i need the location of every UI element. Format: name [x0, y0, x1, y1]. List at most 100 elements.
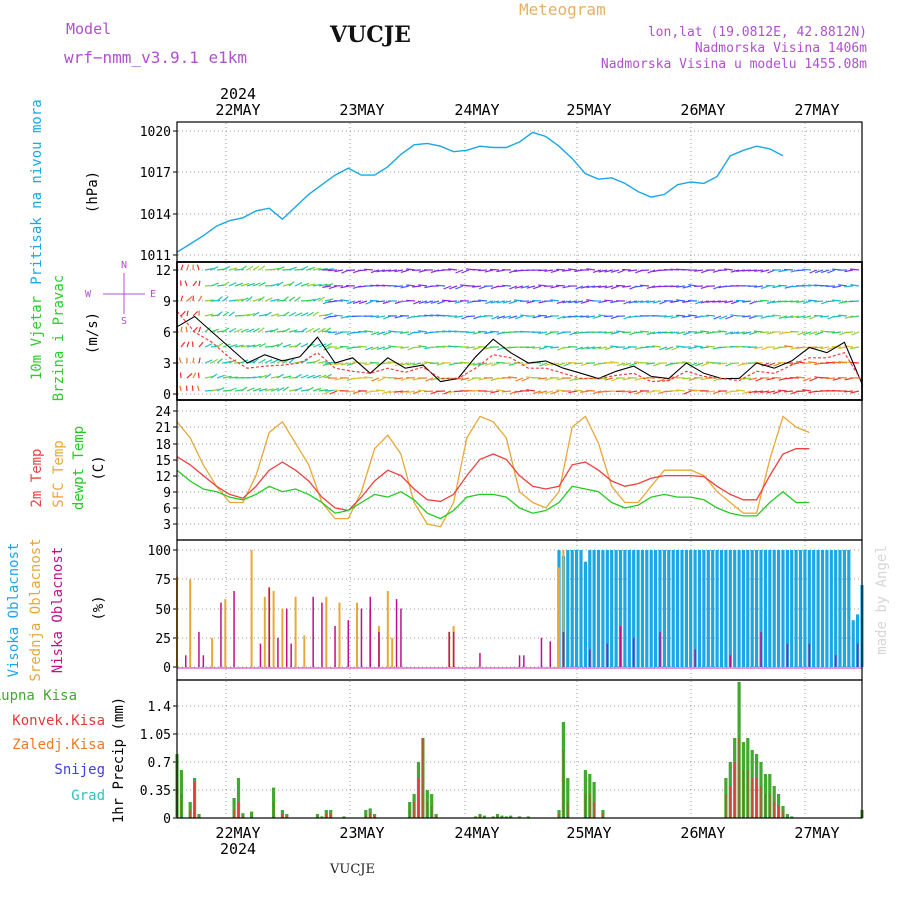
wind-arrow: [472, 346, 482, 351]
wind-arrow: [418, 345, 428, 348]
wind-arrow: [312, 374, 321, 379]
wind-arrow: [365, 346, 374, 351]
conv-precip-bar: [242, 816, 244, 818]
y-tick-label: 3: [163, 357, 171, 372]
wind-arrow: [442, 330, 452, 333]
low-cloud-bar: [518, 655, 521, 667]
low-cloud-bar: [452, 631, 455, 667]
wind-arrow: [377, 377, 386, 382]
wind-arrow: [276, 281, 284, 287]
station-title: VUCJE: [330, 22, 411, 48]
wind-arrow: [276, 266, 285, 271]
wind-arrow: [418, 284, 428, 287]
wind-arrow: [652, 300, 662, 304]
wind-arrow: [850, 268, 860, 271]
high-cloud-bar: [741, 550, 745, 667]
mid-cloud-bar: [303, 635, 306, 667]
wind-arrow: [282, 375, 292, 379]
wind-arrow: [370, 315, 380, 318]
wind-arrow: [526, 362, 536, 365]
wind-arrow: [544, 269, 554, 272]
mid-cloud-bar: [224, 599, 227, 667]
wind-arrow: [288, 388, 298, 392]
wind-arrow: [844, 285, 854, 288]
wind-arrow: [790, 300, 800, 303]
wind-arrow: [550, 299, 560, 302]
wind-arrow: [580, 300, 590, 304]
wind-panel: 0 3 6 9 12: [155, 263, 863, 403]
high-cloud-bar: [777, 550, 781, 667]
high-cloud-bar: [570, 550, 574, 667]
wind-arrow: [418, 300, 428, 304]
temperature-frame: [176, 399, 863, 541]
precip-legend-item: Zaledj.Kisa: [12, 737, 105, 753]
wind-arrow: [598, 346, 608, 350]
wind-arrow: [640, 284, 650, 287]
low-cloud-bar: [220, 602, 222, 667]
wind-arrow: [270, 387, 280, 392]
wind-arrow: [683, 331, 692, 336]
wind-arrow: [700, 330, 710, 333]
wind-arrow: [502, 315, 512, 319]
wind-arrow: [376, 346, 386, 350]
wind-arrow: [526, 346, 536, 349]
wind-arrow: [760, 390, 770, 394]
high-cloud-bar: [702, 550, 706, 667]
wind-arrow: [228, 387, 237, 392]
wind-gust-line: [176, 315, 863, 384]
wind-arrow: [306, 311, 314, 317]
wind-arrow: [544, 377, 554, 381]
wind-arrow: [282, 296, 289, 302]
y-tick-label: 25: [155, 632, 171, 647]
wind-arrow: [604, 346, 614, 351]
low-cloud-bar: [290, 643, 292, 667]
wind-arrow: [443, 390, 452, 395]
wind-arrow: [264, 388, 274, 392]
wind-arrow: [844, 390, 854, 393]
y-tick-label: 12: [155, 470, 171, 485]
high-cloud-bar: [834, 550, 838, 667]
wind-arrow: [340, 285, 350, 289]
y-tick-label: 12: [155, 264, 171, 279]
wind-arrow: [198, 341, 204, 348]
wind-arrow: [460, 377, 470, 381]
wind-arrow: [532, 346, 542, 349]
wind-arrow: [264, 311, 272, 317]
wind-arrow: [610, 361, 620, 364]
mid-cloud-bar: [263, 596, 266, 667]
wind-arrow: [827, 346, 836, 351]
signature: made by Angel: [874, 545, 890, 655]
wind-arrow: [850, 315, 860, 318]
high-cloud-bar: [623, 550, 627, 667]
wind-arrow: [784, 345, 794, 348]
low-cloud-bar: [834, 655, 837, 667]
wind-arrow: [400, 390, 410, 393]
wind-arrow: [412, 285, 422, 288]
low-cloud-bar: [549, 641, 551, 667]
wind-arrow: [461, 269, 470, 274]
wind-arrow: [240, 328, 249, 333]
wind-arrow: [585, 389, 596, 392]
wind-arrow: [258, 327, 265, 333]
wind-arrow: [754, 269, 764, 272]
wind-arrow: [742, 315, 752, 318]
wind-arrow: [790, 315, 800, 319]
wind-arrow: [234, 328, 243, 333]
wind-arrow: [532, 315, 542, 319]
wind-arrow: [646, 331, 656, 336]
wind-arrow: [652, 331, 662, 335]
wind-arrow: [802, 300, 812, 304]
wind-arrow: [198, 357, 201, 364]
wind-arrow: [706, 314, 716, 317]
wind-arrow: [665, 346, 674, 351]
wind-arrow: [706, 345, 716, 348]
high-cloud-bar: [820, 550, 825, 667]
wind-arrow: [478, 299, 488, 302]
wind-arrow: [406, 284, 416, 287]
wind-arrow: [574, 389, 584, 392]
high-cloud-bar: [645, 550, 649, 667]
conv-precip-bar: [426, 802, 428, 818]
wind-arrow: [400, 331, 410, 334]
wind-arrow: [838, 361, 848, 364]
low-cloud-bar: [540, 637, 543, 668]
